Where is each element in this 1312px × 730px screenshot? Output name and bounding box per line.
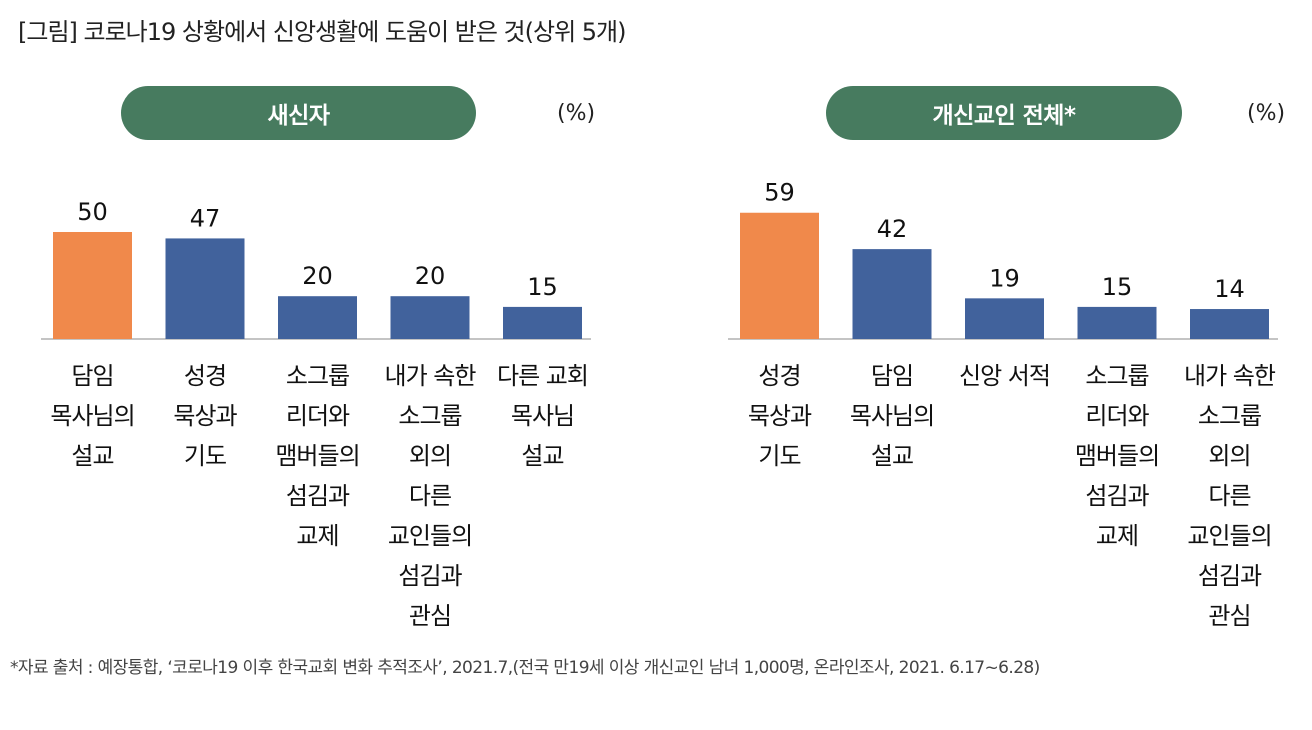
unit-label-right: (%) <box>1247 101 1286 126</box>
category-label-4: 소그룹 리더와 맴버들의 섬김과 교제 <box>1074 362 1160 550</box>
bar-3 <box>278 296 357 339</box>
figure-title: [그림] 코로나19 상황에서 신앙생활에 도움이 받은 것(상위 5개) <box>18 18 627 46</box>
category-label-2: 담임 목사님의 설교 <box>849 362 935 470</box>
bar-2 <box>165 238 245 339</box>
bar-5 <box>1190 309 1269 339</box>
category-label-3: 소그룹 리더와 맴버들의 섬김과 교제 <box>275 362 360 550</box>
bar-5 <box>503 306 582 339</box>
data-label-3: 20 <box>302 262 333 290</box>
data-label-2: 42 <box>877 215 908 243</box>
category-label-4: 내가 속한 소그룹 외의 다른 교인들의 섬김과 관심 <box>384 362 477 630</box>
category-label-2: 성경 묵상과 기도 <box>173 362 237 470</box>
bar-1 <box>740 212 819 339</box>
panel-title-new-believers: 새신자 <box>121 86 476 140</box>
category-label-5: 내가 속한 소그룹 외의 다른 교인들의 섬김과 관심 <box>1184 362 1276 630</box>
bar-1 <box>53 232 132 339</box>
category-label-5: 다른 교회 목사님 설교 <box>497 362 589 470</box>
source-footnote: *자료 출처 : 예장통합, ‘코로나19 이후 한국교회 변화 추적조사’, … <box>10 658 1040 678</box>
bar-2 <box>852 249 932 339</box>
data-label-4: 15 <box>1102 273 1133 301</box>
data-label-3: 19 <box>989 264 1020 292</box>
category-label-1: 담임 목사님의 설교 <box>50 362 135 470</box>
data-label-1: 50 <box>77 198 108 226</box>
category-label-1: 성경 묵상과 기도 <box>747 362 812 470</box>
data-label-2: 47 <box>190 204 221 232</box>
data-label-5: 14 <box>1214 275 1245 303</box>
bar-4 <box>390 296 470 339</box>
data-label-4: 20 <box>415 262 446 290</box>
bar-3 <box>965 298 1044 339</box>
data-label-5: 15 <box>527 273 558 301</box>
category-label-3: 신앙 서적 <box>959 362 1051 390</box>
data-label-1: 59 <box>764 179 795 207</box>
unit-label-left: (%) <box>557 101 596 126</box>
panel-title-all-protestants: 개신교인 전체* <box>826 86 1182 140</box>
bar-4 <box>1077 306 1157 339</box>
